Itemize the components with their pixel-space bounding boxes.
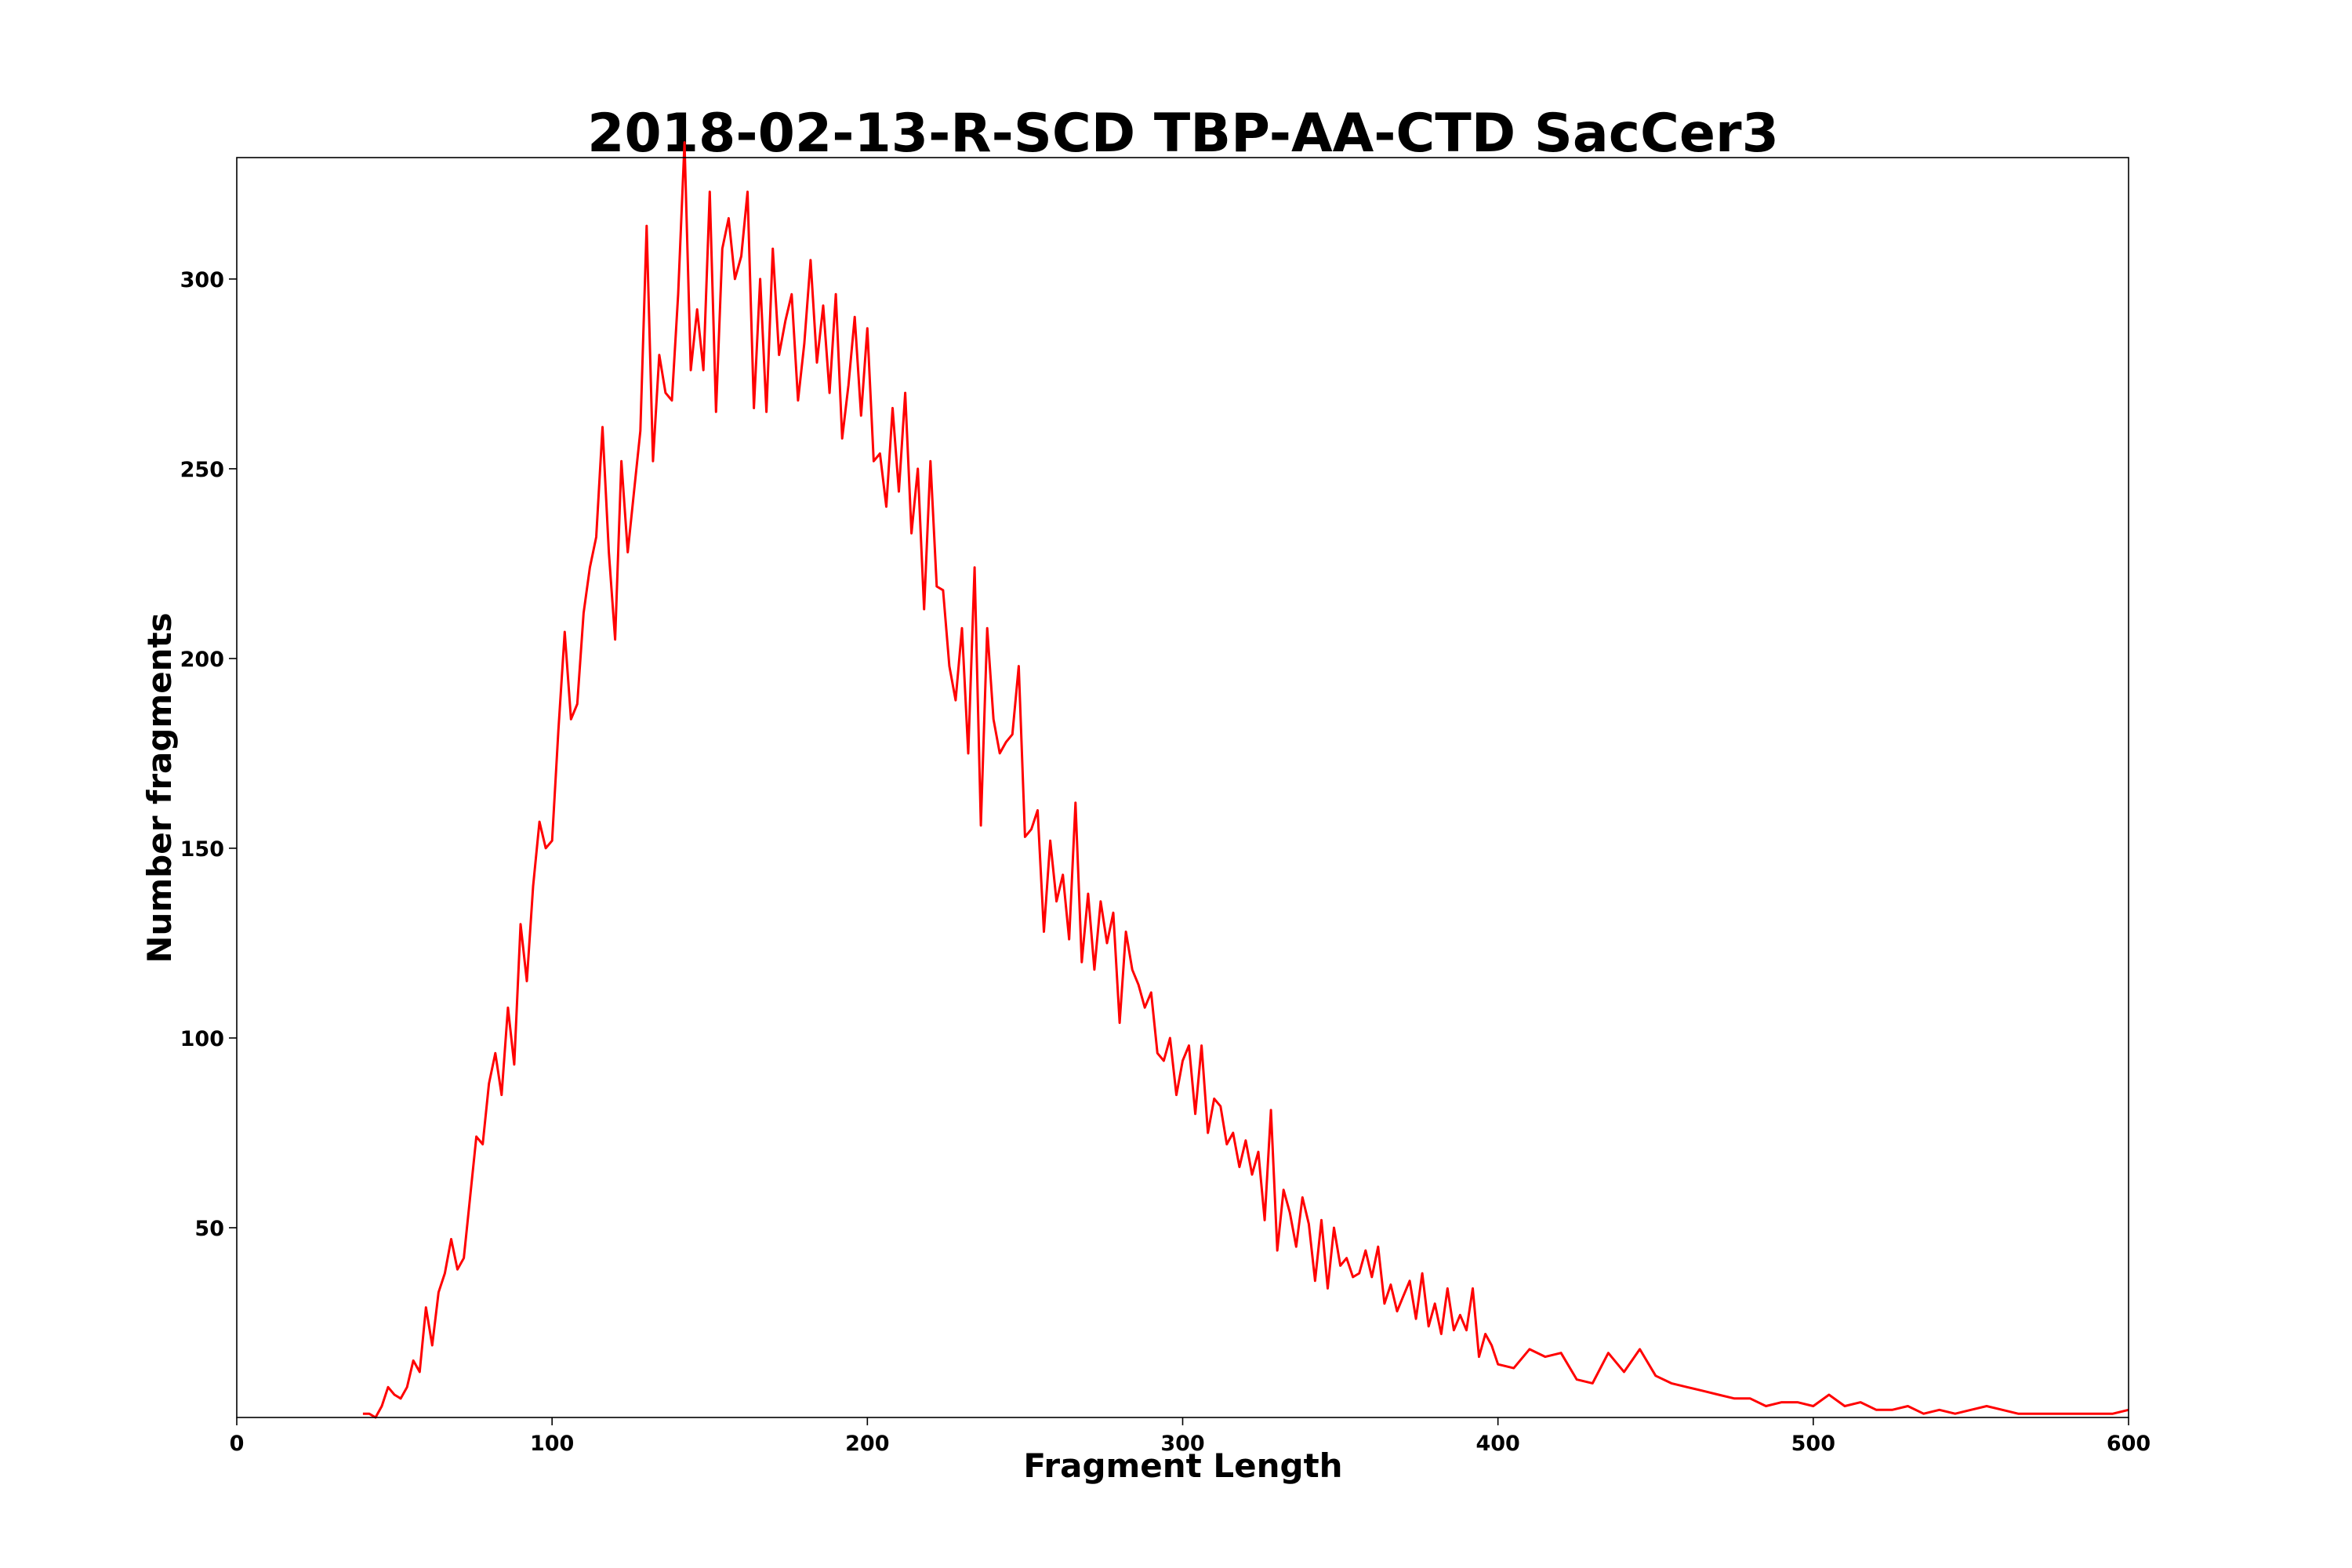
y-tick-label: 200 xyxy=(180,648,224,672)
x-tick-label: 300 xyxy=(1160,1432,1204,1456)
y-axis: 50 100 150 200 250 300 xyxy=(180,268,237,1241)
y-axis-label: Number fragments xyxy=(140,612,179,963)
x-tick-label: 0 xyxy=(230,1432,245,1456)
y-tick-label: 300 xyxy=(180,268,224,292)
x-tick-label: 100 xyxy=(530,1432,574,1456)
series-line-0 xyxy=(362,141,2129,1419)
x-tick-label: 200 xyxy=(845,1432,889,1456)
x-axis-label: Fragment Length xyxy=(1023,1446,1342,1485)
y-tick-label: 50 xyxy=(194,1217,224,1241)
y-tick-label: 100 xyxy=(180,1027,224,1051)
y-tick-label: 250 xyxy=(180,458,224,482)
x-tick-label: 500 xyxy=(1791,1432,1835,1456)
x-axis: 0 100 200 300 400 500 600 xyxy=(230,1417,2151,1456)
x-tick-label: 600 xyxy=(2107,1432,2151,1456)
plot-area xyxy=(362,141,2129,1419)
y-tick-label: 150 xyxy=(180,837,224,862)
x-tick-label: 400 xyxy=(1475,1432,1519,1456)
chart-title: 2018-02-13-R-SCD TBP-AA-CTD SacCer3 xyxy=(587,103,1779,165)
plot-frame xyxy=(236,157,2129,1418)
